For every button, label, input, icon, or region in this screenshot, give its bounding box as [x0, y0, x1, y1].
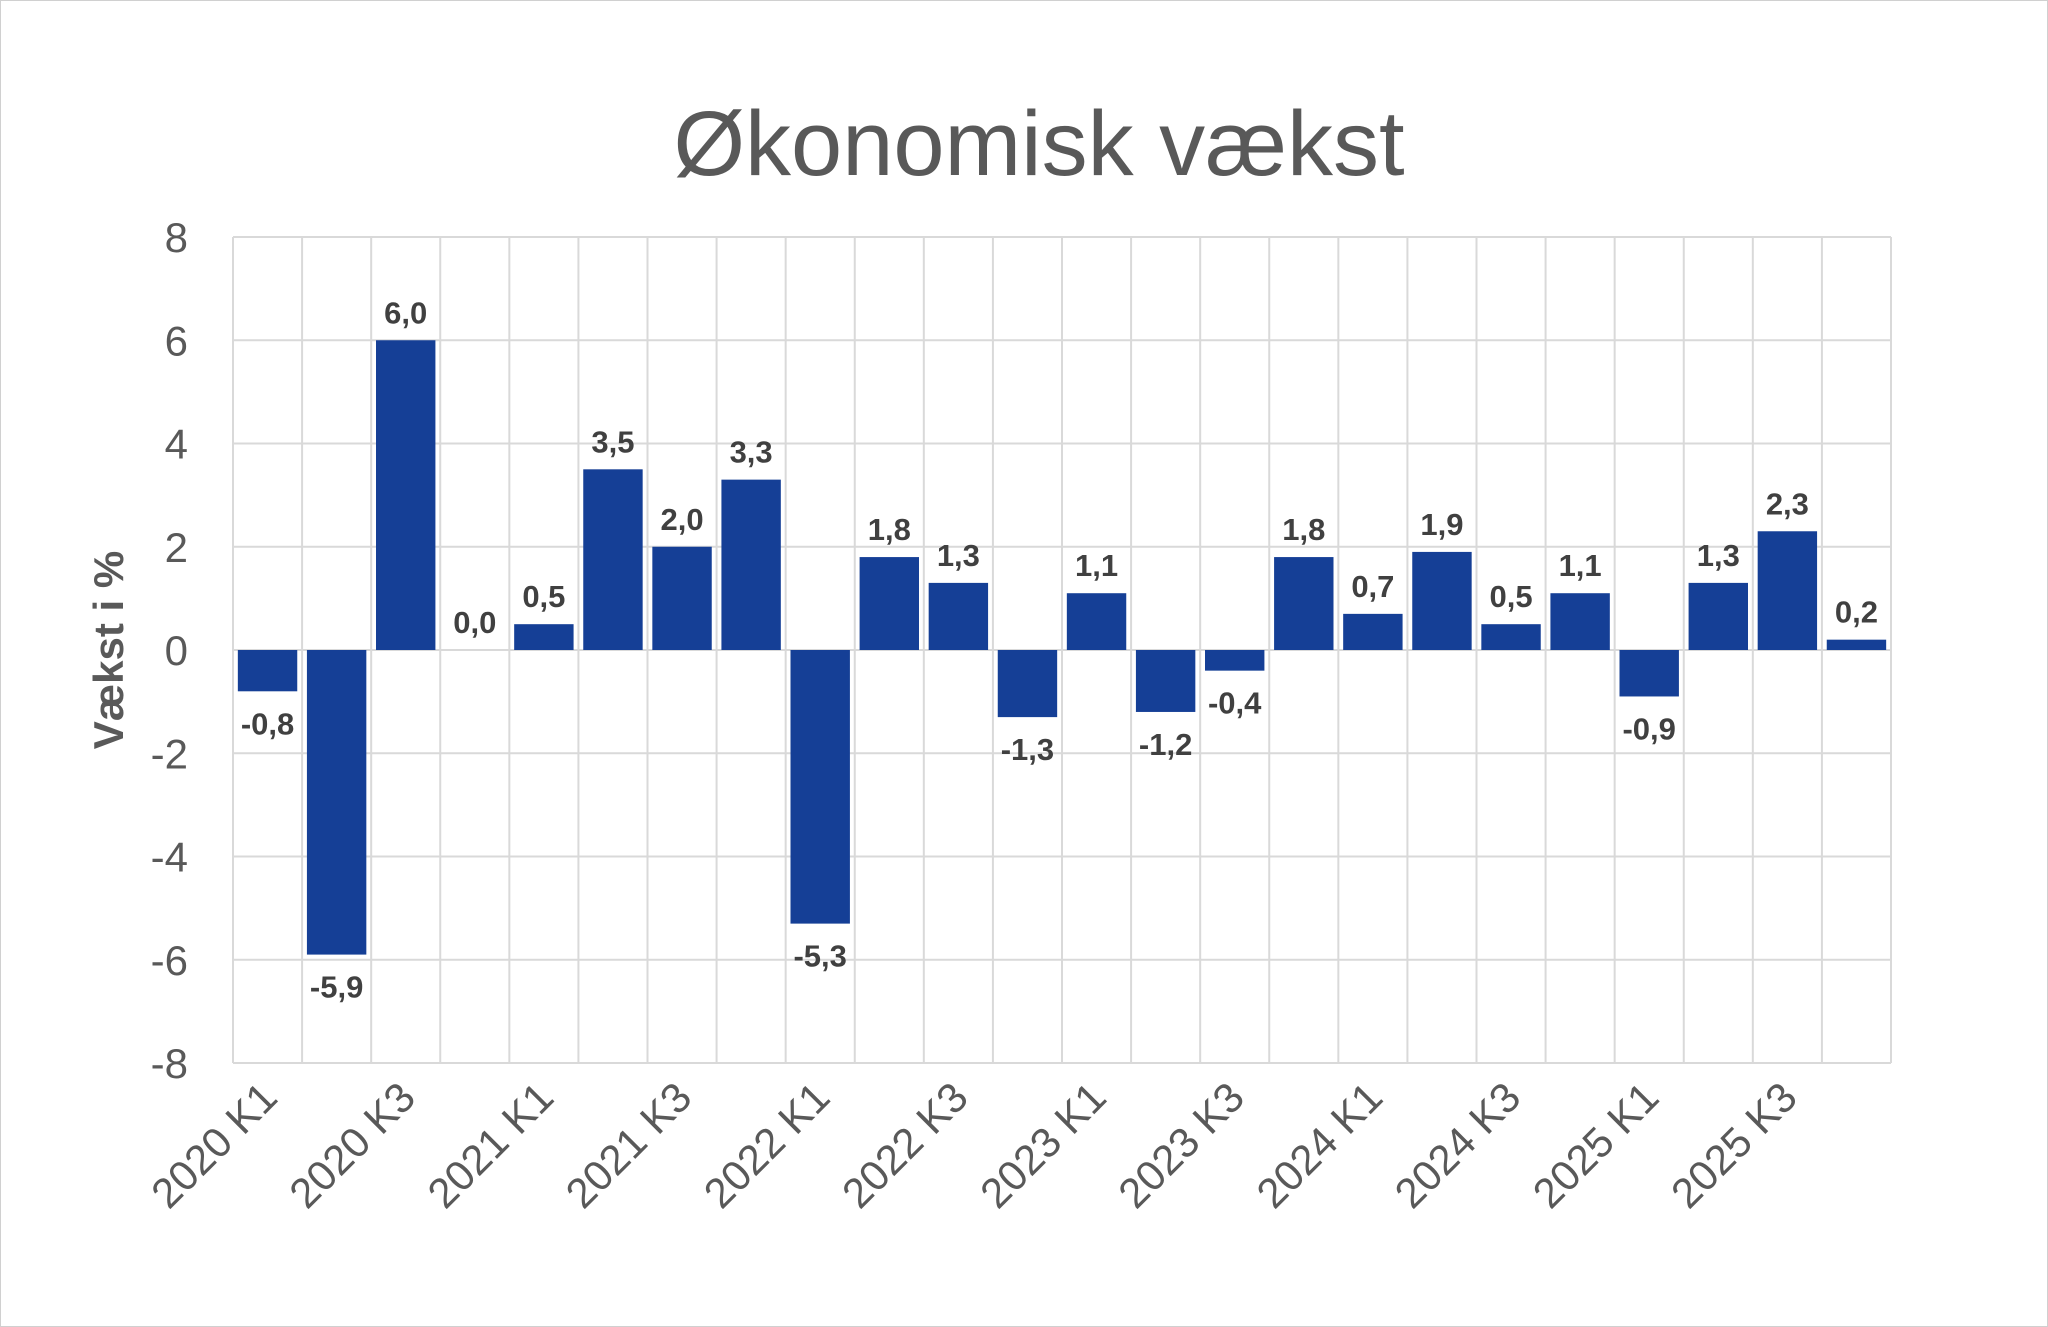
y-tick-label: 6	[165, 317, 188, 364]
y-tick-label: -4	[151, 834, 188, 881]
bar	[376, 340, 436, 650]
bar	[859, 557, 919, 650]
data-label: -1,3	[1001, 732, 1054, 767]
bar	[1274, 557, 1334, 650]
data-label: 0,5	[1489, 579, 1532, 614]
bar	[514, 624, 574, 650]
data-label: -0,8	[241, 706, 294, 741]
x-tick-label: 2020 K1	[142, 1073, 286, 1217]
data-label: 0,2	[1835, 595, 1878, 630]
bar	[997, 650, 1058, 718]
data-label: 0,7	[1351, 569, 1394, 604]
y-tick-label: 4	[165, 421, 188, 468]
data-label: 1,8	[868, 512, 911, 547]
bar	[1619, 650, 1679, 697]
data-label: 0,5	[522, 579, 565, 614]
x-tick-label: 2022 K1	[695, 1073, 839, 1217]
bar	[652, 546, 712, 650]
bar	[1205, 650, 1265, 671]
bar	[1135, 650, 1196, 712]
data-label: 0,0	[453, 605, 496, 640]
y-tick-label: -8	[151, 1040, 188, 1087]
data-labels: -0,8 -5,9 6,0 0,0 0,5 3,5 2,0 3,3 -5,3 1,8 1,3 -1,3…	[241, 295, 1878, 1004]
data-label: 2,0	[660, 502, 703, 537]
data-label: 3,3	[730, 435, 773, 470]
bar	[1757, 531, 1818, 650]
x-tick-label: 2023 K3	[1109, 1073, 1253, 1217]
bar	[790, 650, 850, 924]
x-tick-label: 2024 K1	[1247, 1073, 1391, 1217]
bar	[306, 650, 367, 955]
data-label: 1,1	[1559, 548, 1602, 583]
bar	[583, 469, 643, 650]
data-label: 1,9	[1420, 507, 1463, 542]
x-tick-label: 2023 K1	[971, 1073, 1115, 1217]
bar	[1066, 593, 1127, 650]
bar	[1550, 593, 1610, 650]
bar	[721, 479, 781, 650]
bar	[1343, 613, 1403, 650]
bar	[1826, 639, 1887, 650]
x-tick-label: 2021 K1	[418, 1073, 562, 1217]
data-label: 1,3	[937, 538, 980, 573]
bar	[237, 650, 298, 692]
bar	[1688, 582, 1748, 650]
y-axis-label: Vækst i %	[85, 551, 132, 749]
y-tick-label: 2	[165, 524, 188, 571]
data-label: 6,0	[384, 295, 427, 330]
bar	[928, 582, 989, 650]
data-label: 2,3	[1766, 486, 1809, 521]
data-label: 1,3	[1697, 538, 1740, 573]
data-label: -5,3	[793, 939, 846, 974]
data-label: -1,2	[1139, 727, 1192, 762]
y-tick-label: -6	[151, 937, 188, 984]
bars	[237, 340, 1887, 955]
x-tick-label: 2022 K3	[833, 1073, 977, 1217]
data-label: -0,9	[1622, 711, 1675, 746]
data-label: 1,1	[1075, 548, 1118, 583]
chart-title: Økonomisk vækst	[673, 93, 1404, 195]
bar	[1412, 551, 1472, 650]
grid	[232, 236, 1892, 1064]
data-label: 1,8	[1282, 512, 1325, 547]
y-tick-label: -2	[151, 730, 188, 777]
x-tick-label: 2025 K3	[1662, 1073, 1806, 1217]
data-label: -0,4	[1208, 686, 1262, 721]
y-tick-label: 8	[165, 214, 188, 261]
bar	[1481, 624, 1541, 650]
data-label: 3,5	[591, 424, 634, 459]
x-tick-label: 2020 K3	[280, 1073, 424, 1217]
x-tick-label: 2021 K3	[557, 1073, 701, 1217]
y-tick-label: 0	[165, 627, 188, 674]
x-tick-label: 2025 K1	[1524, 1073, 1668, 1217]
y-axis-ticks: 8 6 4 2 0 -2 -4 -6 -8	[151, 214, 188, 1087]
data-label: -5,9	[310, 970, 363, 1005]
x-tick-label: 2024 K3	[1386, 1073, 1530, 1217]
